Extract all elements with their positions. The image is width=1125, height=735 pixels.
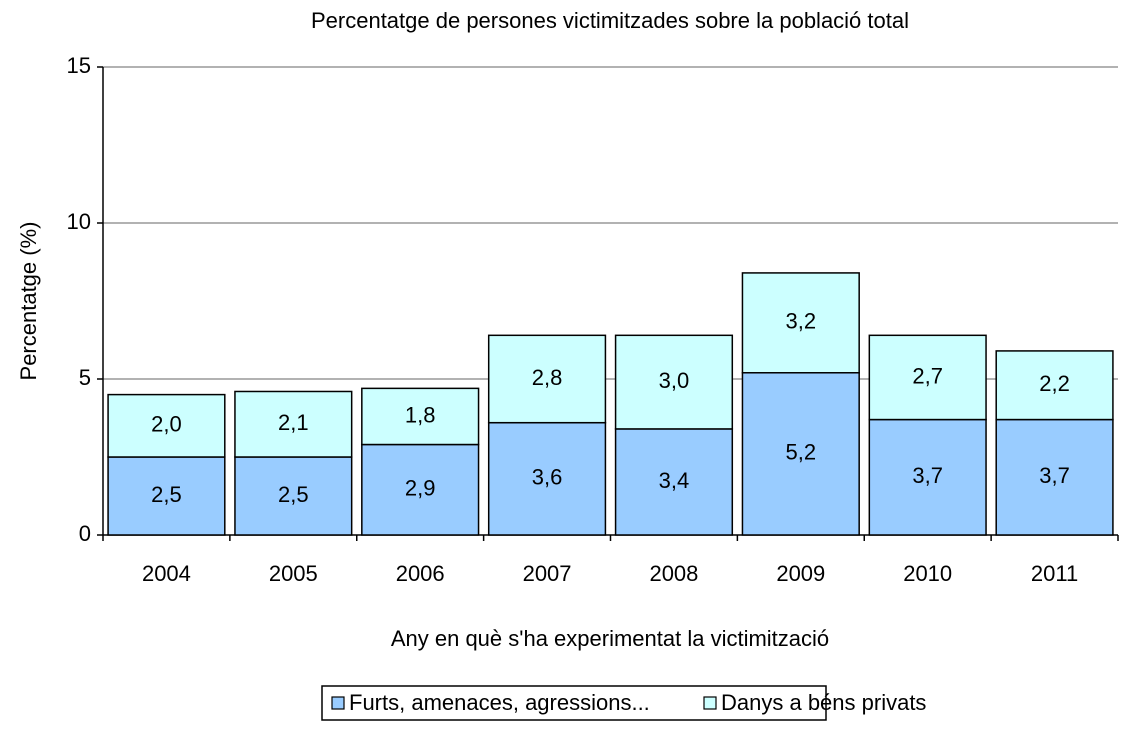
data-label: 3,7 <box>1039 463 1070 488</box>
chart-title: Percentatge de persones victimitzades so… <box>311 8 909 33</box>
bar-segment <box>741 272 860 374</box>
data-label: 3,4 <box>659 468 690 493</box>
data-label: 2,5 <box>151 482 182 507</box>
data-label: 2,2 <box>1039 371 1070 396</box>
x-tick-label: 2011 <box>1031 561 1078 586</box>
bar-segment <box>361 443 480 536</box>
x-axis-label: Any en què s'ha experimentat la victimit… <box>391 626 829 651</box>
data-label: 2,1 <box>278 410 309 435</box>
data-label: 3,0 <box>659 368 690 393</box>
data-label: 1,8 <box>405 402 436 427</box>
data-label: 3,2 <box>786 309 817 334</box>
data-label: 3,7 <box>912 463 943 488</box>
legend-label: Danys a béns privats <box>721 690 926 715</box>
x-tick-label: 2006 <box>396 561 445 586</box>
bar-segment <box>614 334 734 430</box>
bar-segment <box>487 421 607 536</box>
bar-segment <box>995 418 1114 536</box>
bar-segment <box>234 456 353 536</box>
bar-segment <box>107 393 226 458</box>
x-tick-label: 2009 <box>776 561 825 586</box>
legend-swatch <box>703 696 717 710</box>
bar-segment <box>868 334 987 421</box>
legend-box <box>321 685 827 721</box>
bar-segment <box>234 390 353 458</box>
x-tick-label: 2004 <box>142 561 191 586</box>
bar-segment <box>614 428 734 536</box>
bar-segment <box>361 387 480 446</box>
x-tick-label: 2010 <box>903 561 952 586</box>
legend-label: Furts, amenaces, agressions... <box>349 690 650 715</box>
bar-segment <box>995 350 1114 421</box>
bar-segment <box>868 418 987 536</box>
y-tick-label: 5 <box>79 365 91 390</box>
data-label: 2,5 <box>278 482 309 507</box>
y-axis-label: Percentatge (%) <box>16 222 41 381</box>
y-tick-label: 10 <box>67 209 91 234</box>
legend-swatch <box>331 696 345 710</box>
data-label: 2,0 <box>151 412 182 437</box>
data-label: 2,8 <box>532 365 563 390</box>
x-tick-label: 2008 <box>649 561 698 586</box>
bar-segment <box>487 334 607 424</box>
data-label: 3,6 <box>532 465 563 490</box>
x-tick-label: 2005 <box>269 561 318 586</box>
data-label: 2,9 <box>405 476 436 501</box>
data-label: 5,2 <box>786 440 817 465</box>
y-tick-label: 15 <box>67 53 91 78</box>
data-label: 2,7 <box>912 363 943 388</box>
x-tick-label: 2007 <box>523 561 572 586</box>
y-tick-label: 0 <box>79 521 91 546</box>
bar-segment <box>741 372 860 536</box>
